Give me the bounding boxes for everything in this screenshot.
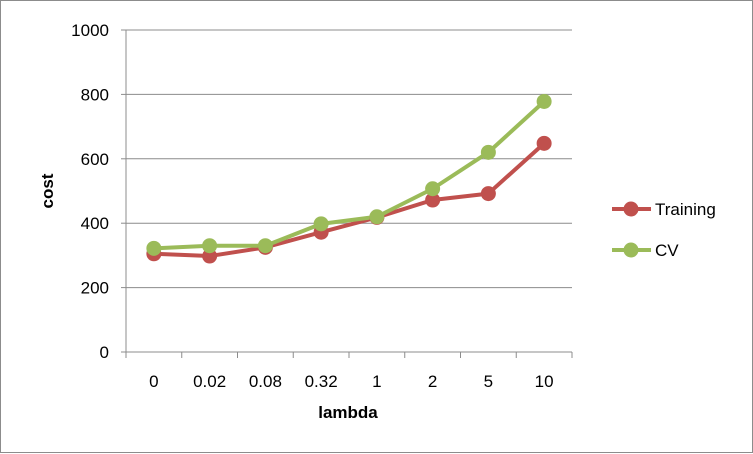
legend-marker-training	[623, 201, 639, 217]
data-point-cv	[536, 93, 552, 109]
x-tick-labels: 0 0.02 0.08 0.32 1 2 5 10	[149, 372, 553, 391]
data-point-training	[536, 135, 552, 151]
x-tick-label: 0.02	[193, 372, 226, 391]
series-line-cv	[151, 99, 547, 251]
data-point-cv	[369, 209, 385, 225]
y-tick-label: 1000	[71, 21, 109, 40]
legend-label-training: Training	[655, 200, 716, 219]
y-axis-title: cost	[38, 173, 57, 208]
x-tick-label: 10	[535, 372, 554, 391]
x-tick-label: 0	[149, 372, 158, 391]
x-tick-label: 5	[484, 372, 493, 391]
data-point-cv	[202, 238, 218, 254]
y-tick-label: 800	[81, 85, 109, 104]
y-tick-label: 600	[81, 150, 109, 169]
y-tick-label: 200	[81, 279, 109, 298]
series-lines	[146, 93, 552, 264]
data-point-training	[202, 248, 218, 264]
axes	[121, 29, 573, 358]
gridlines	[126, 29, 572, 289]
x-tick-label: 0.08	[249, 372, 282, 391]
legend: Training CV	[612, 200, 716, 260]
data-point-training	[425, 192, 441, 208]
data-point-cv	[313, 216, 329, 232]
x-tick-label: 1	[372, 372, 381, 391]
x-tick-label: 2	[428, 372, 437, 391]
data-point-training	[480, 186, 496, 202]
legend-marker-cv	[623, 242, 639, 258]
data-point-cv	[257, 238, 273, 254]
data-point-cv	[146, 240, 162, 256]
y-tick-label: 400	[81, 214, 109, 233]
series-line-training	[151, 141, 547, 259]
x-tick-label: 0.32	[305, 372, 338, 391]
y-tick-labels: 0 200 400 600 800 1000	[71, 21, 109, 362]
data-point-cv	[480, 144, 496, 160]
y-tick-label: 0	[100, 343, 109, 362]
legend-label-cv: CV	[655, 241, 679, 260]
x-axis-title: lambda	[318, 403, 378, 422]
data-point-cv	[425, 181, 441, 197]
